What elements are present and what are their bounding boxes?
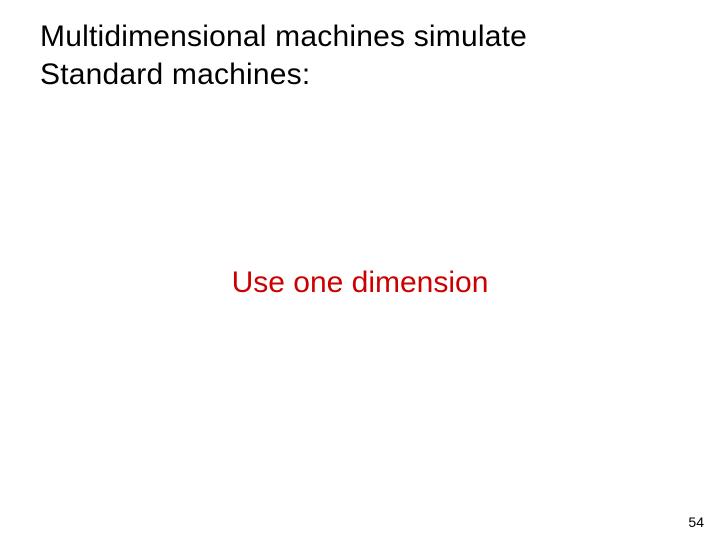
body-text: Use one dimension [0, 266, 720, 300]
title-block: Multidimensional machines simulate Stand… [40, 18, 680, 93]
title-line-1: Multidimensional machines simulate [40, 18, 680, 56]
title-line-2: Standard machines: [40, 56, 680, 94]
page-number: 54 [688, 514, 704, 530]
slide: Multidimensional machines simulate Stand… [0, 0, 720, 540]
